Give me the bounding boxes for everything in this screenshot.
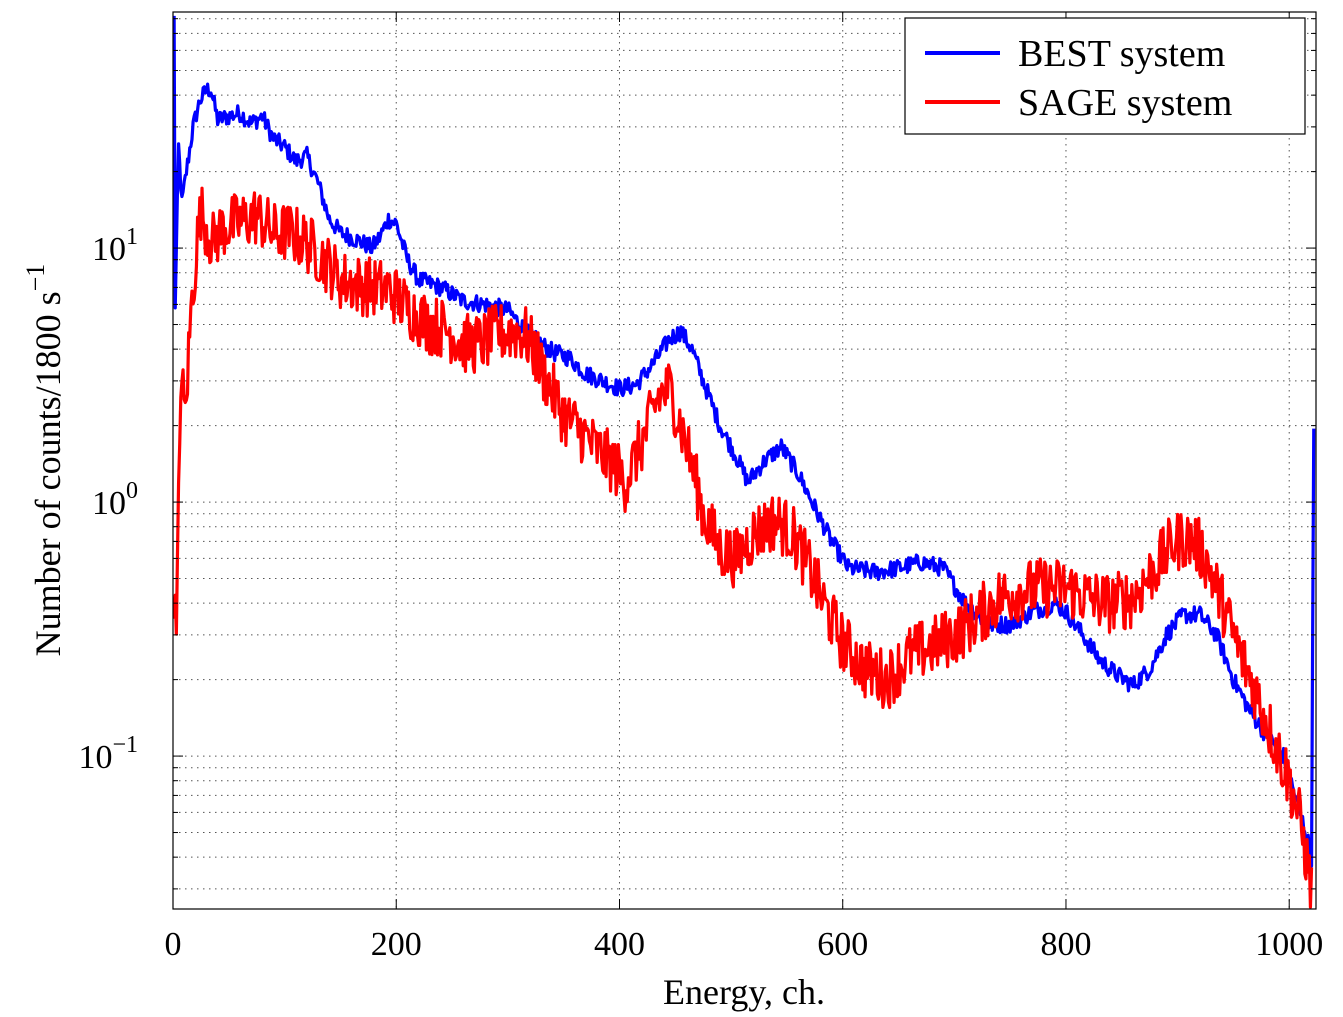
tick-layer: 0 200 400 600 800 1000 10−1 100 101 — [78, 12, 1323, 963]
y-tick-label: 10−1 — [78, 732, 138, 776]
y-tick-label: 101 — [92, 224, 138, 268]
x-tick-label: 200 — [371, 926, 422, 963]
y-axis-label-exponent: −1 — [21, 264, 50, 292]
y-tick-label: 100 — [92, 478, 138, 522]
legend: BEST system SAGE system — [904, 17, 1306, 135]
series-layer — [173, 15, 1316, 909]
legend-label-best: BEST system — [1018, 33, 1225, 75]
plot-frame — [172, 11, 1317, 910]
x-tick-label: 0 — [165, 926, 182, 963]
series-line-best — [173, 15, 1316, 868]
legend-box — [904, 17, 1306, 135]
series-line-sage — [173, 186, 1314, 909]
grid-layer — [173, 12, 1316, 909]
x-tick-label: 600 — [817, 926, 868, 963]
x-tick-label: 800 — [1040, 926, 1091, 963]
x-tick-label: 1000 — [1255, 926, 1323, 963]
legend-label-sage: SAGE system — [1018, 82, 1232, 124]
y-axis-label-main: Number of counts/1800 s — [28, 291, 68, 656]
x-axis-label: Energy, ch. — [663, 972, 825, 1012]
x-tick-label: 400 — [594, 926, 645, 963]
y-axis-label: Number of counts/1800 s−1 — [21, 264, 68, 657]
